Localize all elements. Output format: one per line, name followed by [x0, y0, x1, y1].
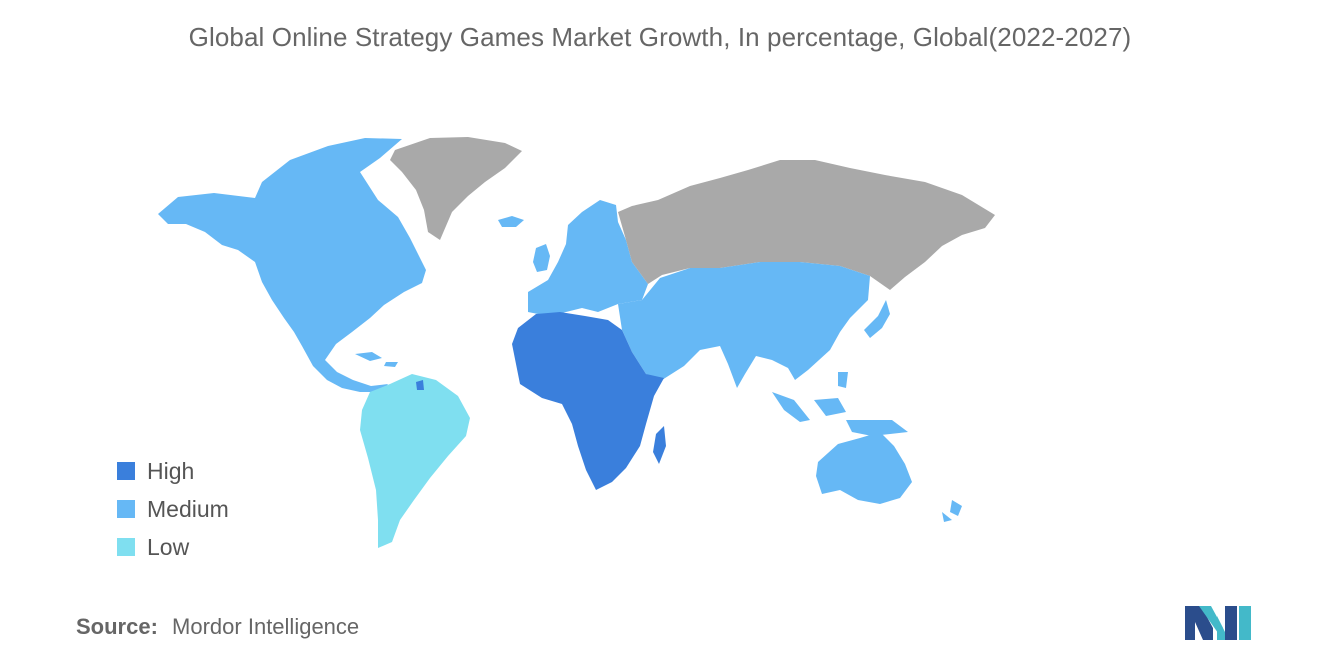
region-se-asia: [772, 372, 908, 436]
legend-label-high: High: [147, 457, 195, 484]
region-new-zealand: [942, 500, 962, 522]
region-madagascar: [653, 426, 666, 464]
region-caribbean: [355, 352, 398, 367]
region-french-guiana: [416, 380, 424, 390]
region-europe: [528, 200, 648, 316]
region-japan: [864, 300, 890, 338]
source-line: Source: Mordor Intelligence: [76, 614, 359, 640]
legend-item-high: High: [117, 452, 229, 490]
legend: High Medium Low: [117, 452, 229, 566]
legend-swatch-low: [117, 538, 135, 556]
region-south-america: [360, 374, 470, 548]
region-iceland: [498, 216, 524, 227]
region-africa: [512, 312, 664, 490]
logo-mark: [1185, 606, 1251, 640]
chart-title: Global Online Strategy Games Market Grow…: [188, 22, 1132, 52]
legend-swatch-medium: [117, 500, 135, 518]
source-label: Source:: [76, 614, 158, 639]
legend-swatch-high: [117, 462, 135, 480]
legend-label-low: Low: [147, 533, 190, 560]
mordor-intelligence-logo: [1185, 604, 1251, 640]
region-north-america: [158, 138, 426, 392]
region-uk: [533, 244, 550, 272]
source-value: Mordor Intelligence: [172, 614, 360, 639]
legend-item-low: Low: [117, 528, 229, 566]
legend-label-medium: Medium: [147, 495, 229, 522]
region-greenland: [390, 137, 522, 240]
region-asia: [618, 262, 870, 388]
region-australia: [816, 432, 912, 504]
legend-item-medium: Medium: [117, 490, 229, 528]
region-russia: [618, 160, 995, 290]
